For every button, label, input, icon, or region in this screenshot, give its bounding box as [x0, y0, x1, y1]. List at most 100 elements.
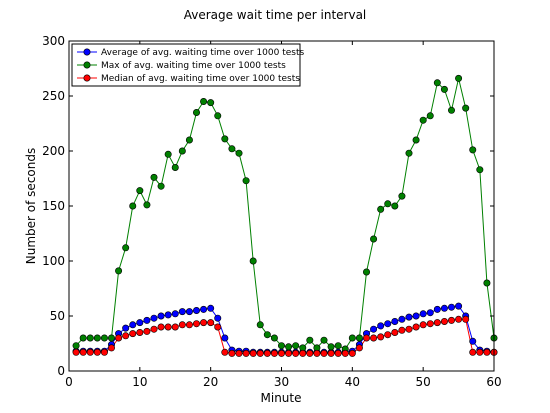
data-point [122, 324, 130, 332]
data-point [150, 314, 158, 322]
data-point [462, 104, 470, 112]
legend-box [71, 43, 301, 87]
data-point [129, 321, 137, 329]
data-point [419, 310, 427, 318]
data-point [455, 74, 463, 82]
data-point [108, 334, 116, 342]
data-point [100, 348, 108, 356]
data-point [164, 150, 172, 158]
data-point [377, 333, 385, 341]
x-tick-label: 40 [345, 375, 360, 389]
data-point [171, 323, 179, 331]
data-point [79, 348, 87, 356]
x-axis-label: Minute [261, 391, 302, 405]
data-point [391, 328, 399, 336]
data-point [115, 267, 123, 275]
x-tick-label: 20 [203, 375, 218, 389]
data-point [72, 342, 80, 350]
data-point [433, 305, 441, 313]
data-point [285, 343, 293, 351]
data-point [150, 173, 158, 181]
data-point [306, 336, 314, 344]
data-point [157, 312, 165, 320]
data-point [469, 348, 477, 356]
x-tick-label: 50 [416, 375, 431, 389]
data-point [440, 304, 448, 312]
data-point [143, 201, 151, 209]
data-point [221, 135, 229, 143]
data-point [221, 348, 229, 356]
data-point [285, 349, 293, 357]
data-point [398, 192, 406, 200]
data-point [341, 349, 349, 357]
data-point [129, 202, 137, 210]
data-point [79, 334, 87, 342]
y-tick-label: 300 [42, 34, 65, 48]
data-point [207, 99, 215, 107]
data-point [157, 182, 165, 190]
data-point [447, 106, 455, 114]
data-point [185, 308, 193, 316]
data-point [136, 319, 144, 327]
data-point [193, 306, 201, 314]
data-point [122, 332, 130, 340]
y-tick-label: 150 [42, 199, 65, 213]
data-point [235, 149, 243, 157]
data-point [207, 304, 215, 312]
data-point [270, 334, 278, 342]
data-point [426, 112, 434, 120]
data-point [242, 177, 250, 185]
data-point [370, 334, 378, 342]
data-point [320, 349, 328, 357]
data-point [93, 334, 101, 342]
data-point [86, 348, 94, 356]
data-point [171, 164, 179, 172]
data-point [136, 328, 144, 336]
data-point [171, 310, 179, 318]
data-point [164, 311, 172, 319]
data-point [355, 344, 363, 352]
data-point [292, 342, 300, 350]
data-point [249, 349, 257, 357]
data-point [447, 316, 455, 324]
data-point [313, 349, 321, 357]
data-point [412, 136, 420, 144]
data-point [433, 79, 441, 87]
data-point [249, 257, 257, 265]
data-point [292, 349, 300, 357]
data-point [469, 337, 477, 345]
data-point [384, 200, 392, 208]
y-tick-label: 100 [42, 254, 65, 268]
data-point [200, 319, 208, 327]
data-point [370, 325, 378, 333]
data-point [433, 319, 441, 327]
data-point [100, 334, 108, 342]
data-point [384, 320, 392, 328]
data-point [214, 112, 222, 120]
data-point [426, 320, 434, 328]
data-point [469, 146, 477, 154]
legend-marker [83, 48, 91, 56]
data-point [412, 312, 420, 320]
y-tick-label: 50 [50, 309, 65, 323]
data-point [221, 334, 229, 342]
data-point [334, 349, 342, 357]
y-tick-label: 200 [42, 144, 65, 158]
x-tick-label: 30 [274, 375, 289, 389]
data-point [455, 315, 463, 323]
data-point [143, 327, 151, 335]
data-point [391, 317, 399, 325]
data-point [440, 85, 448, 93]
data-point [384, 331, 392, 339]
legend-marker [83, 61, 91, 69]
data-point [263, 349, 271, 357]
data-point [185, 321, 193, 329]
data-point [398, 315, 406, 323]
data-point [228, 145, 236, 153]
data-point [242, 349, 250, 357]
legend-marker [83, 74, 91, 82]
data-point [377, 205, 385, 213]
data-point [235, 349, 243, 357]
x-axis: 0 10 20 30 40 50 60 [65, 41, 502, 389]
